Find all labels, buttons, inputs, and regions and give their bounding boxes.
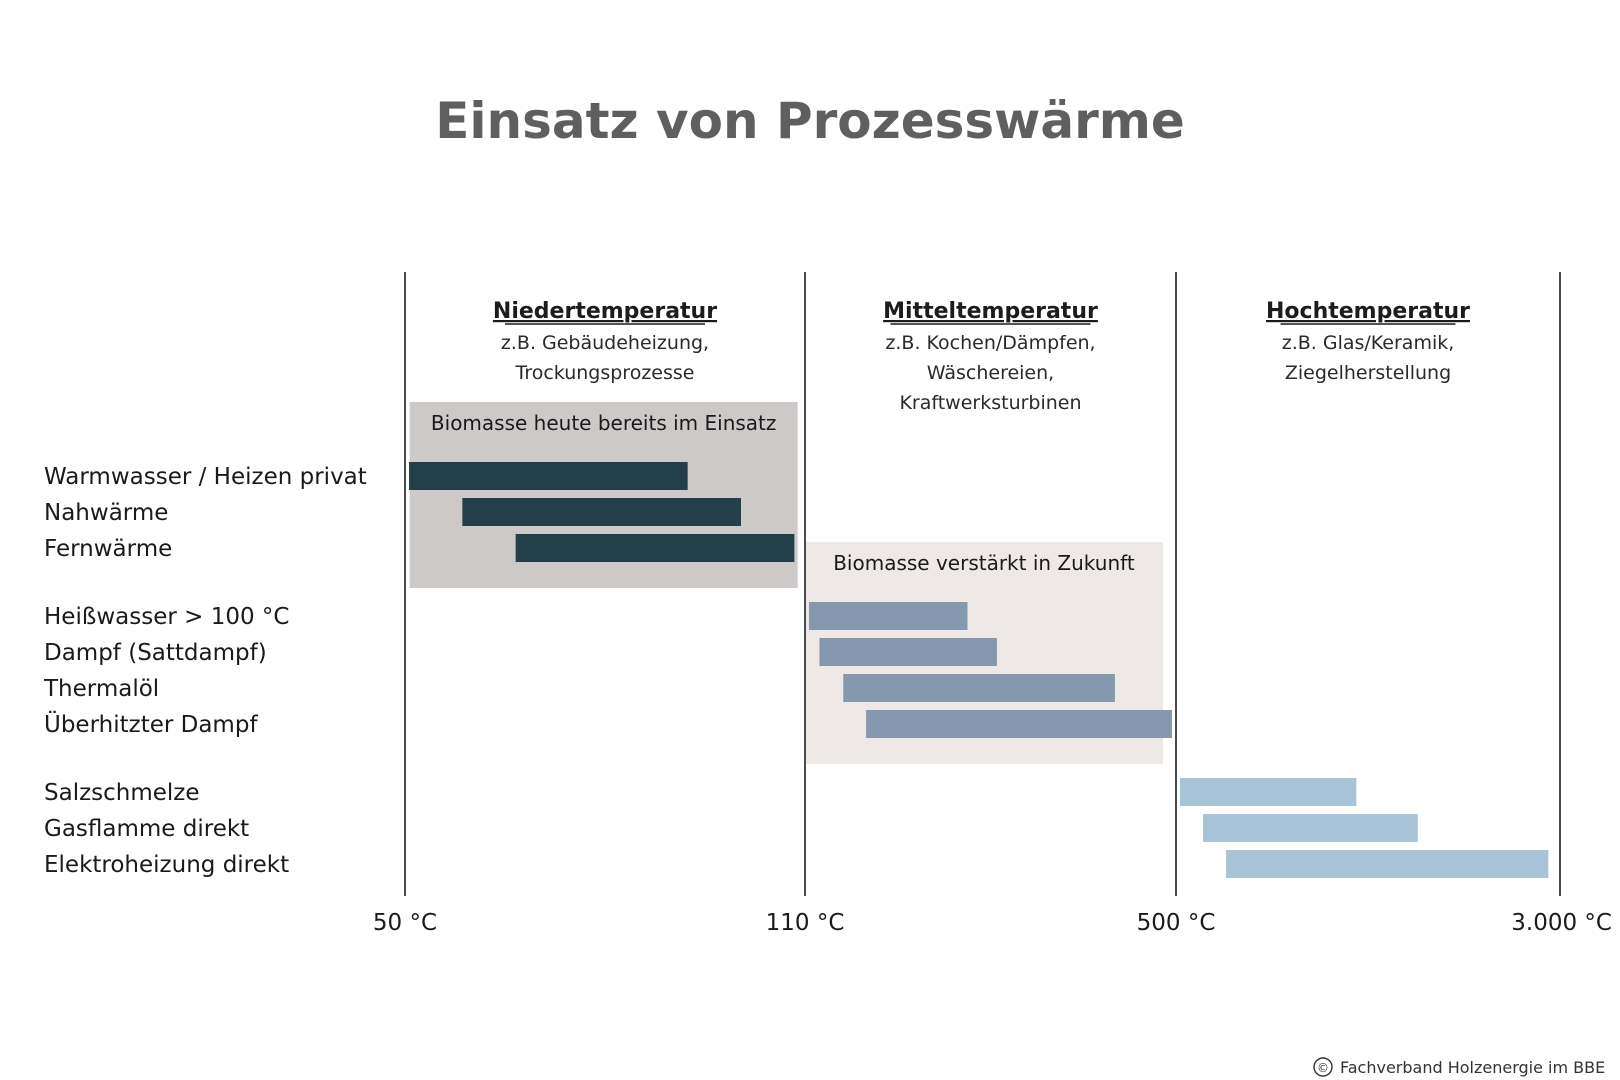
zone-desc-2-3: Kraftwerksturbinen [899,392,1081,414]
zone-title-2: Mitteltemperatur [883,299,1098,324]
zone-title-3: Hochtemperatur [1266,299,1470,324]
category-label-5: Dampf (Sattdampf) [44,640,267,666]
category-label-4: Heißwasser > 100 °C [44,604,289,630]
category-label-7: Überhitzter Dampf [44,710,258,738]
bars [409,462,1549,878]
bar-2 [462,498,741,526]
category-label-10: Elektroheizung direkt [44,852,289,878]
temperature-dividers [404,272,1561,896]
category-label-3: Fernwärme [44,536,172,562]
zone-desc-3-2: Ziegelherstellung [1285,362,1451,384]
tick-label-1: 50 °C [373,910,437,936]
chart-title: Einsatz von Prozesswärme [435,92,1185,150]
bar-5 [819,638,997,666]
tick-label-4: 3.000 °C [1511,910,1612,936]
bar-7 [866,710,1172,738]
highlight-regions: Biomasse heute bereits im Einsatz Biomass… [409,402,1163,764]
credit-text: Fachverband Holzenergie im BBE [1340,1058,1605,1077]
category-label-8: Salzschmelze [44,780,200,806]
copyright-symbol: © [1317,1061,1329,1075]
axis-tick-labels: 50 °C 110 °C 500 °C 3.000 °C [373,910,1612,936]
category-label-9: Gasflamme direkt [44,816,249,842]
zone-desc-3-1: z.B. Glas/Keramik, [1282,332,1455,354]
zone-title-1: Niedertemperatur [493,299,717,324]
zone-desc-1-1: z.B. Gebäudeheizung, [501,332,709,354]
bar-10 [1226,850,1549,878]
category-label-6: Thermalöl [43,676,159,702]
bar-9 [1203,814,1418,842]
tick-label-3: 500 °C [1137,910,1216,936]
bar-8 [1180,778,1357,806]
bar-3 [515,534,795,562]
bar-6 [843,674,1115,702]
category-label-1: Warmwasser / Heizen privat [44,464,367,490]
zone-headers: Niedertemperatur z.B. Gebäudeheizung, Troc… [493,299,1470,414]
zone-desc-2-2: Wäschereien, [927,362,1054,384]
zone-desc-1-2: Trockungsprozesse [515,362,695,384]
category-labels: Warmwasser / Heizen privat Nahwärme Fernwä… [43,464,367,878]
footer-credit: © Fachverband Holzenergie im BBE [1313,1057,1605,1077]
highlight-label-1: Biomasse heute bereits im Einsatz [431,411,776,435]
bar-1 [409,462,688,490]
highlight-label-2: Biomasse verstärkt in Zukunft [833,551,1135,575]
tick-label-2: 110 °C [766,910,845,936]
copyright-icon [1313,1057,1333,1077]
bar-4 [809,602,968,630]
zone-desc-2-1: z.B. Kochen/Dämpfen, [885,332,1095,354]
category-label-2: Nahwärme [44,500,168,526]
